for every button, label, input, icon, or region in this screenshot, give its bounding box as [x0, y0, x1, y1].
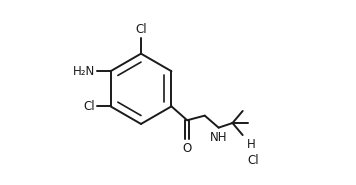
Text: Cl: Cl — [84, 100, 95, 113]
Text: Cl: Cl — [135, 23, 147, 36]
Text: NH: NH — [210, 131, 227, 144]
Text: H: H — [247, 138, 256, 151]
Text: Cl: Cl — [247, 154, 259, 167]
Text: H₂N: H₂N — [73, 65, 95, 78]
Text: O: O — [183, 142, 192, 155]
